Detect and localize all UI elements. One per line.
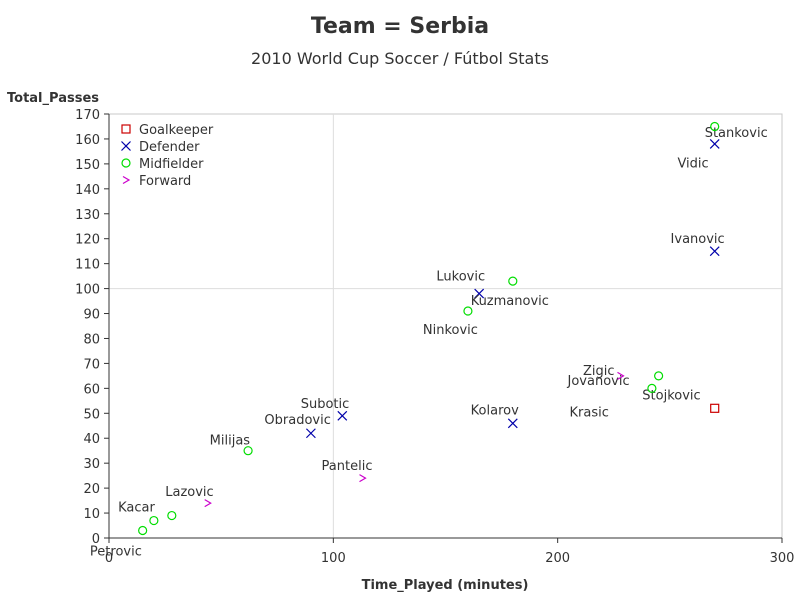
x-tick-label: 100 bbox=[321, 551, 346, 566]
legend-marker-goalkeeper bbox=[121, 124, 131, 134]
point-label: Lukovic bbox=[436, 270, 485, 285]
x-tick-label: 200 bbox=[545, 551, 570, 566]
point-label: Milijas bbox=[210, 434, 251, 449]
y-axis-label: Total_Passes bbox=[7, 91, 99, 106]
point-label: Petrovic bbox=[90, 545, 142, 560]
data-point-forward bbox=[617, 371, 625, 380]
x-tick-label: 0 bbox=[105, 551, 113, 566]
y-tick-label: 50 bbox=[83, 407, 100, 422]
x-tick-label: 300 bbox=[770, 551, 795, 566]
legend-label: Forward bbox=[139, 174, 191, 189]
y-tick-label: 20 bbox=[83, 482, 100, 497]
y-tick-label: 150 bbox=[75, 158, 100, 173]
point-label: Pantelic bbox=[322, 459, 373, 474]
y-tick-label: 10 bbox=[83, 507, 100, 522]
data-point-midfielder bbox=[167, 510, 177, 521]
chart-title: Team = Serbia bbox=[311, 14, 489, 39]
legend-label: Midfielder bbox=[139, 157, 204, 172]
y-tick-label: 120 bbox=[75, 233, 100, 248]
point-label: Zigic bbox=[583, 364, 615, 379]
y-tick-label: 110 bbox=[75, 258, 100, 273]
data-point-defender bbox=[337, 410, 348, 421]
y-tick-label: 170 bbox=[75, 108, 100, 123]
data-point-midfielder bbox=[710, 121, 720, 132]
point-label: Ivanovic bbox=[671, 232, 725, 247]
legend-marker-defender bbox=[121, 141, 131, 151]
chart-subtitle: 2010 World Cup Soccer / Fútbol Stats bbox=[251, 49, 549, 68]
y-tick-label: 60 bbox=[83, 382, 100, 397]
y-tick-label: 80 bbox=[83, 332, 100, 347]
data-point-goalkeeper bbox=[710, 403, 720, 413]
data-point-forward bbox=[359, 474, 367, 483]
point-label: Ninkovic bbox=[423, 323, 478, 338]
y-tick-label: 0 bbox=[92, 532, 100, 547]
y-tick-label: 40 bbox=[83, 432, 100, 447]
data-point-forward bbox=[204, 499, 212, 508]
y-tick-label: 160 bbox=[75, 133, 100, 148]
data-point-midfielder bbox=[138, 525, 148, 536]
data-point-midfielder bbox=[508, 276, 518, 286]
point-label: Krasic bbox=[570, 405, 609, 420]
point-label: Stankovic bbox=[705, 126, 768, 141]
data-point-midfielder bbox=[149, 515, 159, 526]
point-label: Kacar bbox=[118, 501, 155, 516]
data-point-midfielder bbox=[654, 371, 664, 381]
legend-label: Defender bbox=[139, 140, 200, 155]
point-label: Jovanovic bbox=[567, 374, 630, 389]
point-label: Subotic bbox=[301, 397, 350, 412]
y-tick-label: 130 bbox=[75, 208, 100, 223]
y-tick-label: 140 bbox=[75, 183, 100, 198]
point-label: Obradovic bbox=[264, 413, 330, 428]
point-label: Stojkovic bbox=[642, 388, 700, 403]
y-tick-label: 30 bbox=[83, 457, 100, 472]
legend-marker-midfielder bbox=[121, 158, 131, 168]
y-tick-label: 70 bbox=[83, 357, 100, 372]
data-point-defender bbox=[305, 428, 316, 439]
point-label: Vidic bbox=[677, 156, 708, 171]
data-point-midfielder bbox=[463, 306, 473, 316]
data-point-defender bbox=[507, 418, 518, 429]
legend-marker-forward bbox=[122, 175, 131, 185]
point-label: Lazovic bbox=[165, 485, 213, 500]
x-axis-label: Time_Played (minutes) bbox=[362, 578, 529, 593]
point-label: Kolarov bbox=[471, 403, 519, 418]
point-label: Kuzmanovic bbox=[471, 294, 549, 309]
data-point-defender bbox=[474, 288, 485, 299]
data-point-defender bbox=[709, 139, 720, 149]
y-tick-label: 90 bbox=[83, 308, 100, 323]
data-point-defender bbox=[709, 246, 720, 257]
data-point-midfielder bbox=[243, 446, 253, 456]
y-tick-label: 100 bbox=[75, 283, 100, 298]
data-point-midfielder bbox=[647, 383, 657, 393]
legend-label: Goalkeeper bbox=[139, 123, 214, 138]
